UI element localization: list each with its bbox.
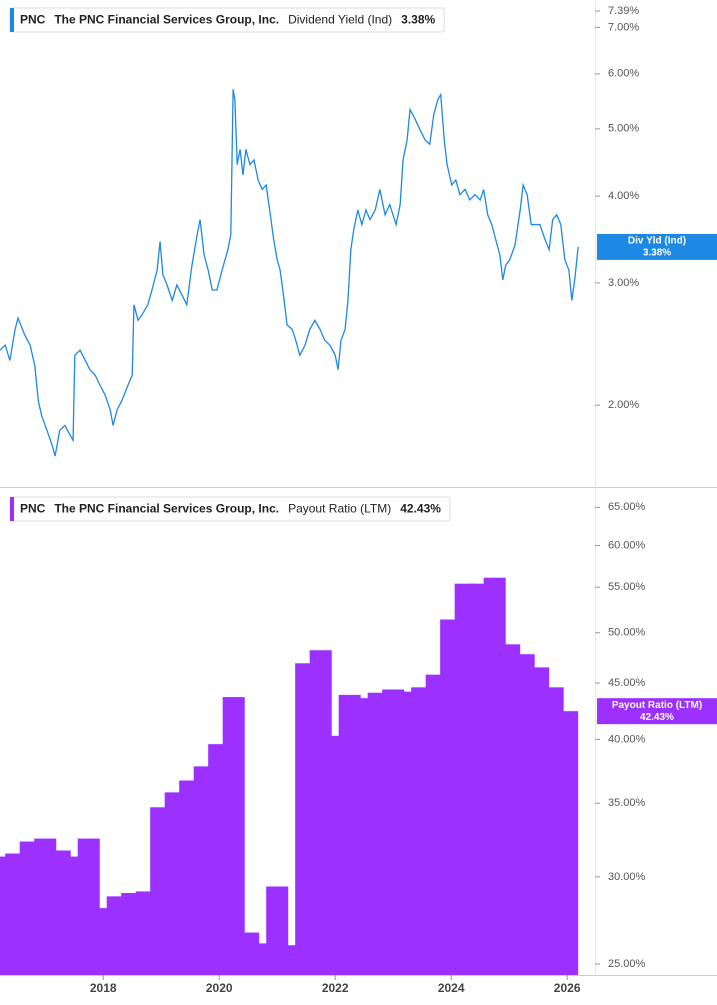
y-tick-label: 50.00% xyxy=(608,627,646,639)
y-tick-label: 40.00% xyxy=(608,733,646,745)
y-tick-label: 6.00% xyxy=(608,68,639,80)
legend: PNC The PNC Financial Services Group, Inc… xyxy=(9,7,445,33)
x-tick-label: 2018 xyxy=(90,981,117,995)
y-tick-label: 60.00% xyxy=(608,539,646,551)
y-tick-label: 45.00% xyxy=(608,677,646,689)
legend: PNC The PNC Financial Services Group, Inc… xyxy=(9,496,451,522)
legend-swatch xyxy=(10,497,14,521)
y-tick-label: 65.00% xyxy=(608,501,646,513)
value-tag-name: Div Yld (Ind) xyxy=(628,236,686,247)
bar xyxy=(556,711,579,975)
legend-swatch xyxy=(10,8,14,32)
value-tag-value: 42.43% xyxy=(640,712,674,723)
y-tick-label: 2.00% xyxy=(608,399,639,411)
legend-ticker: PNC xyxy=(20,502,46,516)
y-tick-label: 35.00% xyxy=(608,797,646,809)
bar xyxy=(222,697,245,975)
value-tag-value: 3.38% xyxy=(643,248,671,259)
y-tick-label: 25.00% xyxy=(608,958,646,970)
data-line xyxy=(0,89,579,457)
x-tick-label: 2024 xyxy=(438,981,465,995)
value-tag xyxy=(597,698,717,725)
y-tick-label: 7.39% xyxy=(608,5,639,17)
legend-metric: Dividend Yield (Ind) xyxy=(288,13,392,27)
y-tick-label: 4.00% xyxy=(608,190,639,202)
legend-value: 42.43% xyxy=(400,502,441,516)
x-tick-label: 2022 xyxy=(322,981,349,995)
x-tick-label: 2020 xyxy=(206,981,233,995)
legend-company: The PNC Financial Services Group, Inc. xyxy=(54,13,279,27)
legend-ticker: PNC xyxy=(20,13,46,27)
value-tag-name: Payout Ratio (LTM) xyxy=(612,700,702,711)
y-tick-label: 55.00% xyxy=(608,581,646,593)
legend-company: The PNC Financial Services Group, Inc. xyxy=(54,502,279,516)
y-tick-label: 30.00% xyxy=(608,871,646,883)
x-tick-label: 2026 xyxy=(554,981,581,995)
legend-metric: Payout Ratio (LTM) xyxy=(288,502,391,516)
y-tick-label: 3.00% xyxy=(608,277,639,289)
y-tick-label: 5.00% xyxy=(608,123,639,135)
value-tag xyxy=(597,233,717,260)
legend-value: 3.38% xyxy=(401,13,435,27)
y-tick-label: 7.00% xyxy=(608,21,639,33)
